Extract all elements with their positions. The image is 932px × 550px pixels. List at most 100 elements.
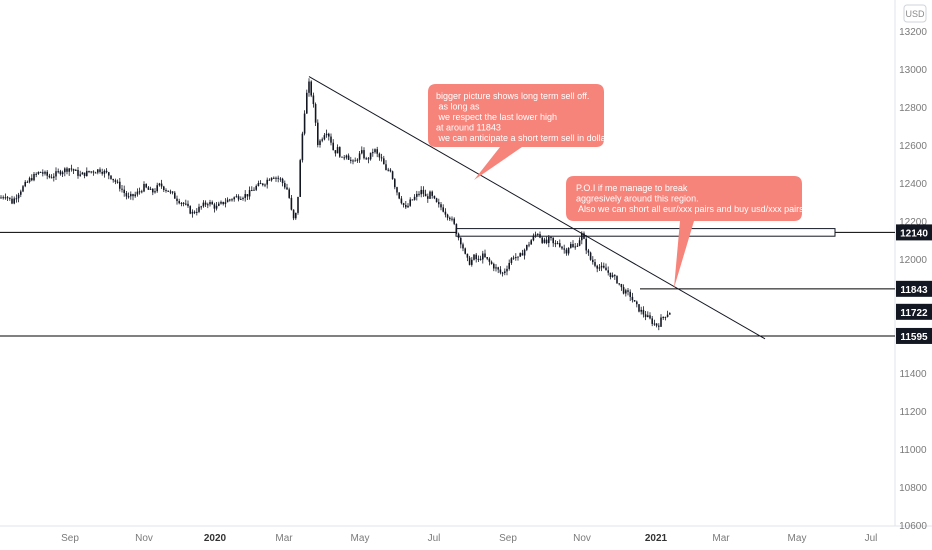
candle-body: [512, 257, 515, 259]
candle-body: [475, 254, 477, 260]
candle-body: [176, 198, 178, 202]
candle-body: [482, 253, 484, 260]
candle-body: [6, 197, 9, 199]
candle-body: [46, 171, 48, 176]
candle-body: [44, 171, 46, 174]
note-callout-1-bubble: [428, 84, 604, 180]
price-tag-11722: 11722: [896, 303, 932, 320]
candle-body: [94, 172, 97, 174]
candle-body: [658, 325, 660, 327]
candle-body: [97, 169, 99, 173]
candle-body: [616, 276, 618, 284]
candle-body: [240, 198, 242, 200]
candle-body: [519, 253, 521, 257]
candle-body: [662, 316, 664, 318]
candle-body: [288, 189, 290, 198]
candle-body: [418, 193, 420, 195]
candle-body: [88, 170, 90, 173]
candle-body: [376, 149, 378, 154]
candle-body: [647, 315, 649, 317]
time-axis[interactable]: Sep Nov 2020 Mar May Jul Sep Nov 2021 Mar May Jul: [61, 533, 877, 544]
candle-body: [264, 184, 266, 186]
downtrend-line[interactable]: [308, 76, 766, 340]
candle-body: [449, 217, 451, 220]
candle-body: [559, 243, 561, 247]
candle-body: [136, 191, 139, 195]
price-axis[interactable]: 10600 10800 11000 11200 11400 12000 12200 12400…: [899, 27, 927, 532]
price-tag-label: 12140: [900, 228, 928, 239]
candle-body: [460, 237, 462, 245]
note-line: Also we can short all eur/xxx pairs and …: [576, 204, 804, 214]
candle-body: [13, 198, 15, 204]
candle-body: [405, 204, 407, 208]
candle-body: [532, 235, 535, 241]
price-tag-11843: 11843: [896, 280, 932, 297]
candle-body: [90, 171, 92, 173]
price-tags: 12140 11843 11595 11722: [896, 224, 932, 344]
candle-body: [374, 149, 376, 153]
candle-body: [515, 257, 517, 259]
candle-body: [429, 191, 431, 199]
candle-body: [466, 253, 469, 258]
candle-body: [451, 218, 453, 220]
candle-body: [266, 179, 268, 185]
candle-body: [587, 250, 590, 253]
candle-body: [39, 171, 42, 173]
candle-body: [556, 243, 559, 245]
candle-body: [435, 198, 438, 203]
candle-body: [42, 172, 44, 174]
candle-body: [614, 275, 616, 277]
candle-body: [308, 81, 310, 93]
note-callout-2[interactable]: P.O.I if me manage to break aggresively a…: [566, 176, 804, 288]
candle-body: [116, 181, 119, 183]
candle-body: [530, 240, 532, 245]
note-callout-1[interactable]: bigger picture shows long term sell off.…: [428, 84, 609, 180]
candle-body: [50, 177, 53, 179]
time-tick-label: Nov: [135, 533, 153, 544]
candle-body: [165, 189, 167, 191]
candle-body: [539, 234, 541, 238]
candle-body: [193, 211, 196, 213]
note-line: bigger picture shows long term sell off.: [436, 91, 589, 101]
candle-body: [664, 316, 667, 318]
candle-body: [517, 256, 519, 258]
price-tick-label: 12400: [899, 179, 927, 190]
candle-body: [446, 214, 449, 218]
candle-body: [303, 113, 306, 134]
candle-body: [438, 202, 440, 205]
candle-body: [86, 170, 88, 177]
candle-body: [171, 191, 174, 193]
note-callout-2-bubble: [566, 176, 802, 288]
candle-body: [350, 159, 352, 161]
candle-body: [508, 262, 510, 269]
price-tick-label: 13200: [899, 27, 927, 38]
candle-body: [471, 259, 473, 265]
candle-body: [48, 175, 51, 178]
candle-body: [130, 194, 132, 197]
candle-body: [444, 211, 447, 215]
candle-body: [383, 158, 385, 165]
candle-body: [255, 185, 257, 190]
candle-body: [99, 169, 101, 172]
candle-body: [607, 270, 609, 273]
candle-body: [534, 234, 537, 236]
candle-body: [501, 272, 504, 274]
candle-body: [477, 258, 480, 260]
currency-badge[interactable]: USD: [903, 4, 927, 23]
candle-body: [611, 275, 614, 278]
candle-body: [473, 254, 475, 260]
candle-body: [369, 152, 372, 160]
price-tick-label: 11000: [899, 445, 927, 456]
candle-body: [152, 188, 154, 193]
resistance-zone[interactable]: [455, 228, 836, 237]
candle-body: [361, 150, 363, 154]
candle-body: [281, 178, 284, 184]
candle-body: [174, 192, 176, 199]
candle-body: [26, 181, 29, 183]
candle-body: [213, 204, 216, 209]
currency-label: USD: [905, 9, 925, 19]
candle-body: [330, 136, 332, 143]
candle-body: [143, 184, 145, 192]
candle-body: [204, 202, 207, 205]
